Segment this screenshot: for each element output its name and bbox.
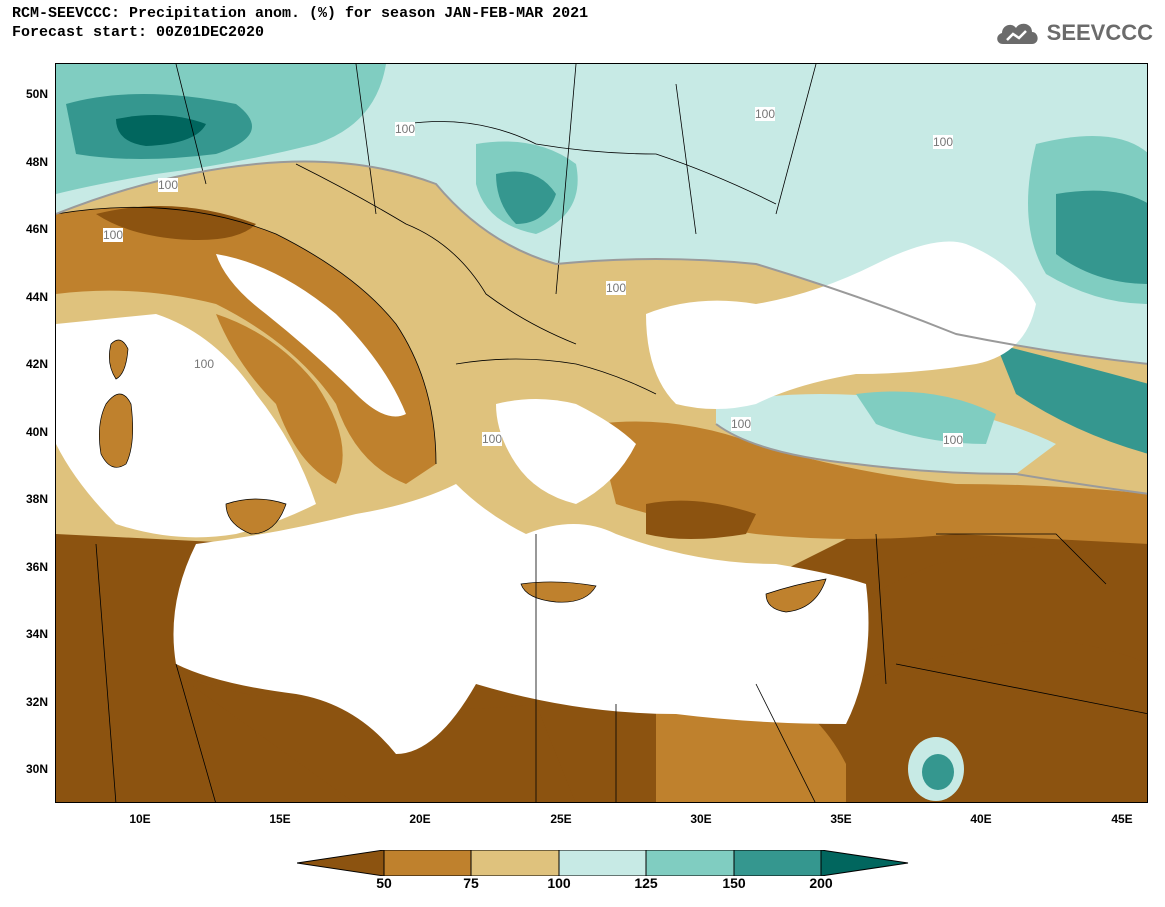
- lat-tick-label: 36N: [25, 560, 48, 574]
- lat-tick-label: 50N: [25, 87, 48, 101]
- contour-label: 100: [395, 122, 416, 136]
- lat-tick-label: 38N: [25, 492, 48, 506]
- zone-50-75-adriatic: [56, 207, 436, 485]
- contour-label: 100: [606, 281, 627, 295]
- forecast-start: Forecast start: 00Z01DEC2020: [12, 24, 265, 41]
- country-borders: [56, 64, 1147, 802]
- lon-tick-label: 30E: [690, 812, 712, 826]
- contour-label: 100: [103, 228, 124, 242]
- cloud-logo-icon: [996, 23, 1038, 44]
- lat-tick-label: 32N: [25, 695, 48, 709]
- color-legend: [297, 850, 909, 876]
- lat-tick-label: 30N: [25, 762, 48, 776]
- contour-label: 100: [731, 417, 752, 431]
- contour-label: 100: [933, 135, 954, 149]
- lat-tick-label: 40N: [25, 425, 48, 439]
- zone-verywet-arabia: [922, 754, 954, 790]
- legend-swatch-50-75: [383, 850, 472, 876]
- contour-label: 100: [755, 107, 776, 121]
- zone-gt200-alps: [116, 115, 206, 146]
- precipitation-map: [56, 64, 1147, 802]
- legend-label: 75: [463, 875, 479, 891]
- logo-text: SEEVCCC: [1046, 20, 1153, 45]
- lon-tick-label: 45E: [1111, 812, 1133, 826]
- seevccc-logo: SEEVCCC: [993, 18, 1153, 48]
- lat-tick-label: 48N: [25, 155, 48, 169]
- crete: [520, 581, 597, 603]
- legend-swatch-125-150: [645, 850, 735, 876]
- map-title: RCM-SEEVCCC: Precipitation anom. (%) for…: [12, 5, 589, 22]
- legend-swatch-gt200: [820, 850, 909, 876]
- lat-tick-label: 46N: [25, 222, 48, 236]
- lon-tick-label: 25E: [550, 812, 572, 826]
- lat-tick-label: 44N: [25, 290, 48, 304]
- legend-swatch-150-200: [733, 850, 822, 876]
- legend-label: 100: [547, 875, 571, 891]
- lon-tick-label: 10E: [129, 812, 151, 826]
- legend-label: 150: [722, 875, 746, 891]
- legend-swatch-lt50: [297, 850, 385, 876]
- corsica: [109, 339, 129, 380]
- lon-tick-label: 35E: [830, 812, 852, 826]
- zone-50-75-italy: [216, 314, 343, 484]
- lat-tick-label: 34N: [25, 627, 48, 641]
- lon-tick-label: 20E: [409, 812, 431, 826]
- lon-tick-label: 15E: [269, 812, 291, 826]
- zone-lt50-alps-south: [96, 206, 256, 240]
- lat-tick-label: 42N: [25, 357, 48, 371]
- adriatic-sea: [216, 254, 406, 417]
- sicily: [225, 498, 287, 535]
- sardinia: [99, 393, 133, 468]
- zone-150-200-carpathians: [496, 171, 556, 224]
- legend-swatch-75-100: [470, 850, 560, 876]
- aegean-sea: [496, 399, 636, 504]
- legend-label: 200: [809, 875, 833, 891]
- zone-150-200-caucasus: [1056, 190, 1147, 284]
- map-area: [55, 63, 1148, 803]
- zone-125-150-anatolia: [856, 391, 996, 444]
- lon-tick-label: 40E: [970, 812, 992, 826]
- mediterranean-sea: [173, 484, 869, 754]
- legend-label: 125: [634, 875, 658, 891]
- zone-150-200-pontic: [996, 344, 1147, 454]
- contour-label: 100: [482, 432, 503, 446]
- cyprus: [765, 578, 827, 613]
- zone-lt50-levant: [856, 524, 1147, 684]
- contour-label: 100: [158, 178, 179, 192]
- contour-label: 100: [194, 357, 215, 371]
- legend-swatch-100-125: [558, 850, 647, 876]
- contour-100: [56, 160, 1147, 495]
- black-sea: [646, 241, 1036, 409]
- zone-lt50-anatolia: [646, 500, 756, 539]
- zone-lt50-libya: [176, 674, 576, 802]
- contour-label: 100: [943, 433, 964, 447]
- legend-label: 50: [376, 875, 392, 891]
